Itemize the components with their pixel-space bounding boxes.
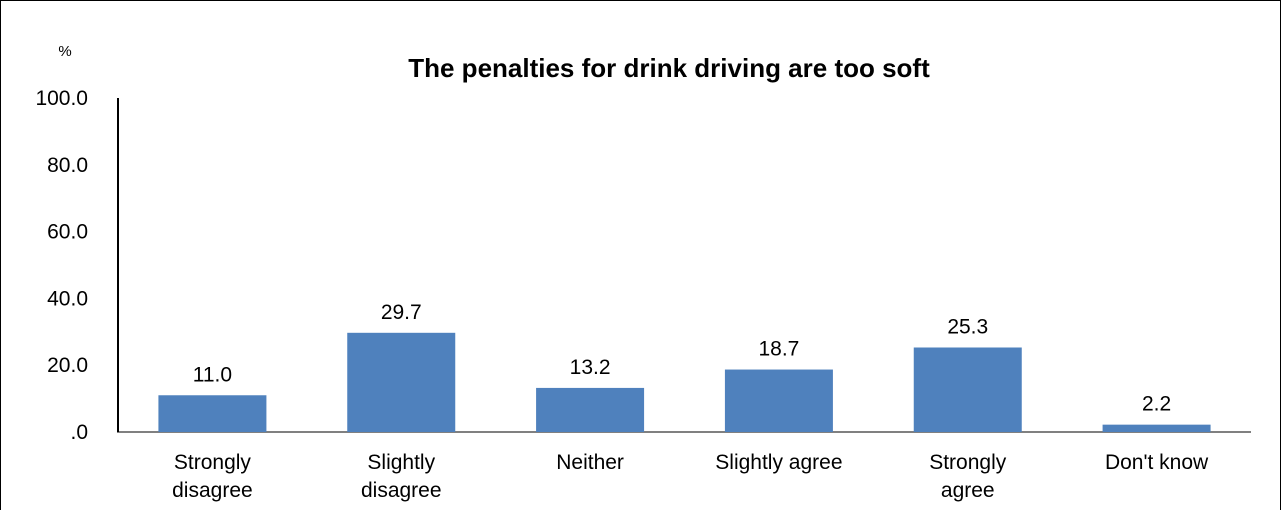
x-category-label-line: Strongly <box>929 451 1007 474</box>
bars <box>158 332 1211 432</box>
x-category-label-line: Neither <box>556 451 624 474</box>
x-category-label-line: disagree <box>361 479 442 502</box>
bar-value-label: 13.2 <box>570 356 611 379</box>
chart-title: The penalties for drink driving are too … <box>408 53 930 83</box>
y-tick-label: 80.0 <box>47 154 88 177</box>
bar <box>1102 424 1211 432</box>
bar-value-label: 25.3 <box>947 315 988 338</box>
bar-value-label: 2.2 <box>1142 393 1171 416</box>
x-category-label: Slightly disagree <box>361 451 442 502</box>
y-tick-labels: .0 20.0 40.0 60.0 80.0 100.0 <box>35 87 88 444</box>
category-labels: Strongly disagree Slightly disagree Neither S… <box>172 451 1209 502</box>
x-category-label: Strongly agree <box>929 451 1007 502</box>
y-tick-label: 20.0 <box>47 354 88 377</box>
bar-value-label: 18.7 <box>758 338 799 361</box>
bar <box>347 332 456 432</box>
y-tick-label: 40.0 <box>47 287 88 310</box>
bar <box>913 347 1022 432</box>
x-category-label-line: Don't know <box>1105 451 1209 474</box>
x-category-label: Don't know <box>1105 451 1209 474</box>
x-category-label-line: Strongly <box>174 451 252 474</box>
bar-value-label: 11.0 <box>193 363 232 386</box>
bar <box>536 387 645 432</box>
x-category-label-line: disagree <box>172 479 253 502</box>
y-tick-label: .0 <box>70 421 88 444</box>
x-category-label: Neither <box>556 451 624 474</box>
bar-value-label: 29.7 <box>381 301 422 324</box>
x-category-label: Strongly disagree <box>172 451 253 502</box>
y-tick-label: 100.0 <box>35 87 88 110</box>
x-category-label: Slightly agree <box>715 451 842 474</box>
x-category-label-line: agree <box>941 479 995 502</box>
data-labels: 11.0 29.7 13.2 18.7 25.3 2.2 <box>193 301 1171 416</box>
x-category-label-line: Slightly <box>367 451 435 474</box>
y-tick-label: 60.0 <box>47 221 88 244</box>
x-category-label-line: Slightly agree <box>715 451 842 474</box>
y-unit-label: % <box>58 43 71 60</box>
bar <box>158 395 267 432</box>
bar <box>724 369 833 432</box>
